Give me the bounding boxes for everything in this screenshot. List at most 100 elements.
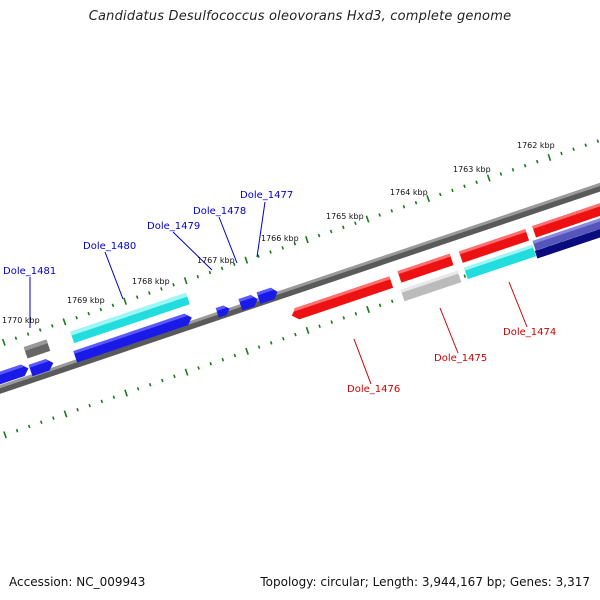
minor-tick (560, 151, 563, 156)
minor-tick (378, 213, 381, 217)
gene-label-dole-1474: Dole_1474 (503, 327, 556, 338)
minor-tick (257, 345, 261, 349)
ruler-label-1768: 1768 kbp (132, 277, 170, 286)
minor-tick (197, 366, 200, 370)
gene-block-dole-1473-navy[interactable] (534, 223, 600, 259)
minor-tick (111, 303, 115, 308)
minor-tick (390, 209, 394, 213)
minor-tick (354, 221, 357, 225)
minor-tick (318, 324, 321, 328)
gene-block-dole-1475-red[interactable] (397, 253, 454, 283)
minor-tick (27, 424, 31, 429)
minor-tick (173, 374, 176, 379)
minor-tick (572, 147, 575, 152)
minor-tick (269, 341, 273, 345)
minor-tick (330, 320, 333, 324)
gene-block-dole-1480[interactable] (70, 292, 190, 344)
gene-block-dole-1474[interactable] (463, 244, 537, 280)
minor-tick (209, 362, 212, 366)
major-tick (123, 297, 127, 305)
ruler-label-1766: 1766 kbp (261, 234, 299, 243)
ruler-label-1767: 1767 kbp (197, 256, 235, 265)
minor-tick (51, 324, 54, 328)
gene-block-dole-1478[interactable] (238, 293, 260, 311)
minor-tick (160, 287, 163, 291)
minor-tick (523, 163, 527, 168)
major-tick (63, 410, 68, 418)
minor-tick (390, 299, 394, 303)
gene-label-dole-1475: Dole_1475 (434, 353, 487, 364)
major-tick (184, 368, 189, 376)
minor-tick (148, 291, 151, 295)
gene-label-dole-1480: Dole_1480 (83, 241, 136, 252)
ruler-label-1764: 1764 kbp (390, 188, 428, 197)
minor-tick (584, 143, 588, 147)
gene-block-dole-1482[interactable] (0, 363, 30, 386)
gene-block-dole-1476[interactable] (290, 276, 394, 321)
minor-tick (281, 246, 284, 250)
gene-block-dole-1474-red[interactable] (458, 229, 530, 263)
minor-tick (38, 328, 42, 332)
major-tick (244, 256, 249, 264)
major-tick (1, 338, 6, 346)
minor-tick (511, 168, 515, 172)
minor-tick (220, 266, 224, 271)
ruler-label-1765: 1765 kbp (326, 212, 364, 221)
map-title: Candidatus Desulfococcus oleovorans Hxd3… (88, 9, 512, 24)
major-tick (305, 236, 309, 244)
ruler-labels: 1762 kbp 1763 kbp 1764 kbp 1765 kbp 1766… (2, 141, 555, 325)
minor-tick (40, 420, 43, 425)
minor-tick (329, 229, 333, 234)
minor-tick (196, 274, 200, 279)
gene-block-dole-1481b[interactable] (28, 357, 56, 377)
minor-tick (378, 303, 382, 308)
gene-label-dole-1479: Dole_1479 (147, 221, 200, 232)
minor-tick (535, 159, 539, 164)
label-leader-lines (29, 201, 528, 385)
ruler-label-1770: 1770 kbp (2, 316, 40, 325)
gene-labels: Dole_1481 Dole_1480 Dole_1479 Dole_1478 … (3, 190, 556, 395)
minor-tick (112, 395, 116, 399)
minor-tick (294, 332, 297, 337)
minor-tick (52, 416, 55, 420)
minor-tick (135, 295, 139, 299)
accession-text: Accession: NC_009943 (9, 575, 146, 589)
gene-block-dole-1479[interactable] (215, 304, 232, 318)
genome-backbone (0, 182, 600, 394)
minor-tick (15, 428, 19, 433)
minor-tick (208, 270, 212, 275)
minor-tick (99, 307, 103, 312)
minor-tick (161, 378, 164, 383)
minor-tick (76, 407, 79, 412)
gene-label-dole-1477: Dole_1477 (240, 190, 293, 201)
minor-tick (402, 205, 406, 209)
major-tick (366, 305, 370, 314)
minor-tick (282, 336, 285, 341)
gene-label-dole-1481: Dole_1481 (3, 266, 56, 277)
gene-block-dole-1481[interactable] (23, 339, 51, 359)
minor-tick (317, 233, 321, 238)
gene-label-dole-1478: Dole_1478 (193, 206, 246, 217)
minor-tick (88, 403, 91, 408)
gene-block-dole-1473-slate[interactable] (532, 213, 600, 251)
gene-block-dole-1480-blue[interactable] (73, 312, 193, 363)
gene-block-dole-1475[interactable] (400, 270, 462, 302)
topology-text: Topology: circular; Length: 3,944,167 bp… (260, 575, 590, 589)
minor-tick (148, 382, 152, 387)
minor-tick (75, 315, 78, 320)
minor-tick (221, 357, 225, 362)
minor-tick (26, 332, 30, 336)
gene-block-dole-1473-red[interactable] (532, 198, 600, 238)
minor-tick (463, 274, 467, 278)
major-tick (62, 318, 67, 326)
minor-tick (354, 311, 358, 316)
outer-tick-track (1, 139, 600, 346)
minor-tick (596, 139, 600, 143)
minor-tick (232, 262, 236, 267)
minor-tick (414, 200, 418, 205)
gene-block-dole-1477[interactable] (256, 286, 280, 304)
minor-tick (342, 316, 346, 320)
ruler-label-1763: 1763 kbp (453, 165, 491, 174)
minor-tick (269, 250, 272, 254)
major-tick (183, 277, 188, 285)
